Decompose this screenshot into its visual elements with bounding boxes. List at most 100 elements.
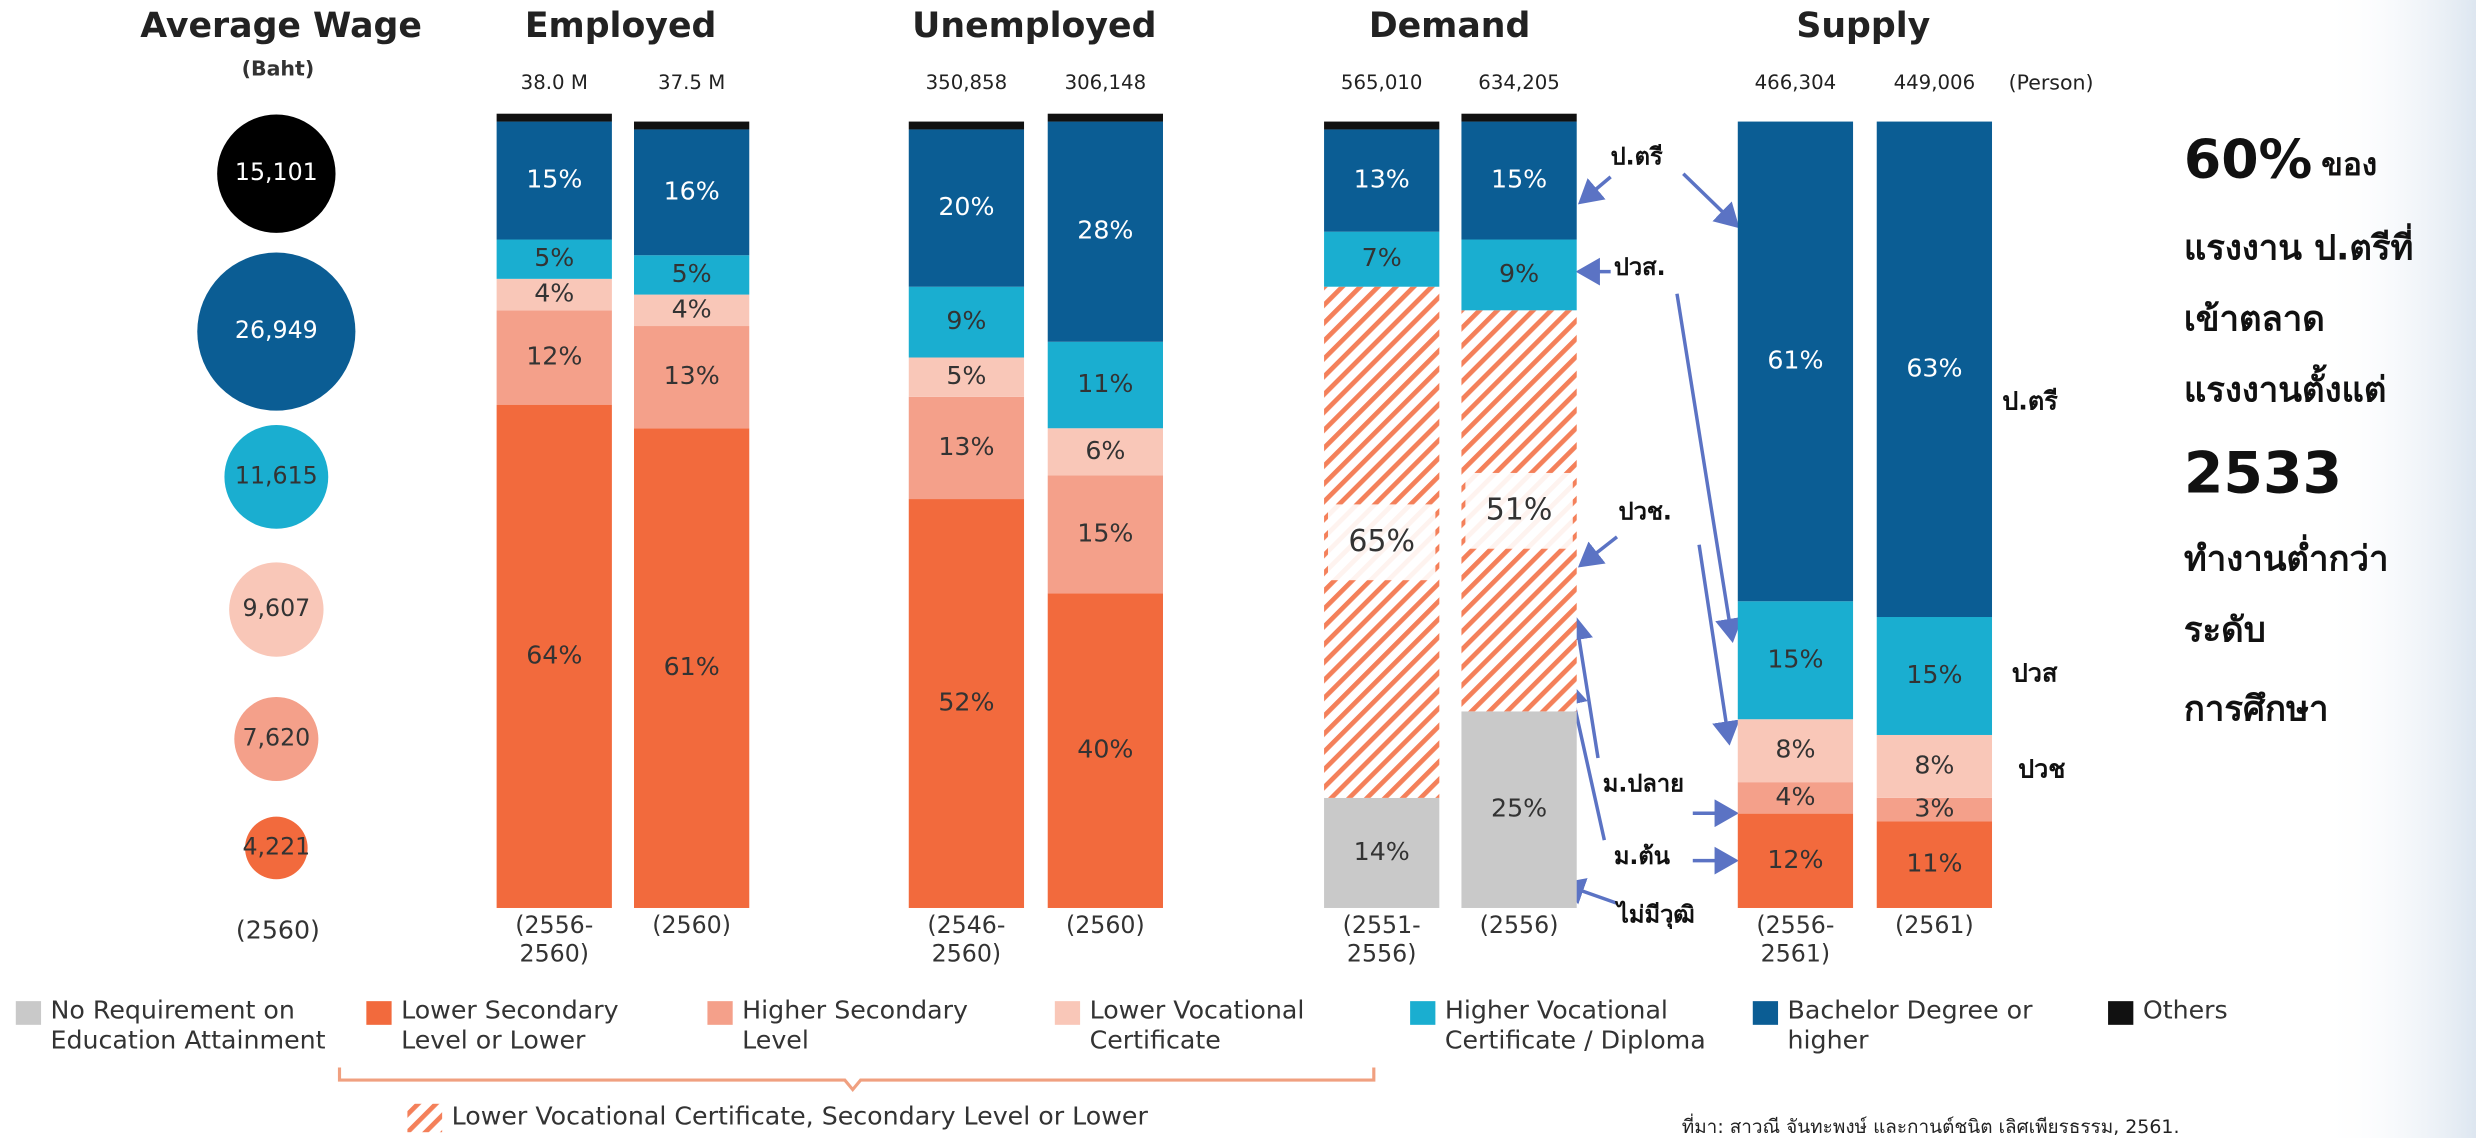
wage-year: (2560) bbox=[236, 916, 320, 945]
wage-label: 4,221 bbox=[242, 832, 310, 860]
data-label: 7% bbox=[1362, 243, 1402, 272]
bar-total: 38.0 M bbox=[521, 71, 588, 94]
data-label: 13% bbox=[664, 361, 720, 390]
data-label: 11% bbox=[1906, 849, 1962, 878]
bar-segment bbox=[908, 357, 1025, 397]
data-label: 15% bbox=[526, 165, 582, 194]
bar-total: 306,148 bbox=[1065, 71, 1147, 94]
wage-label: 11,615 bbox=[235, 461, 318, 489]
data-label: 5% bbox=[534, 243, 574, 272]
data-label: 15% bbox=[1077, 518, 1133, 547]
bar-segment bbox=[1324, 231, 1440, 287]
side-note: ทำงานต่ำกว่า bbox=[2184, 534, 2389, 580]
legend-label: Bachelor Degree or higher bbox=[1787, 994, 2033, 1056]
group-title: Unemployed bbox=[912, 6, 1156, 46]
side-note: ระดับ bbox=[2184, 611, 2266, 651]
arrow-label: ป.ตรี bbox=[1611, 142, 1663, 170]
data-label: 40% bbox=[1077, 735, 1133, 764]
wage-circle bbox=[245, 816, 308, 880]
category-label-box: (2556-2561) bbox=[1756, 911, 1835, 968]
bar-segment bbox=[634, 255, 750, 295]
wage-label: 9,607 bbox=[242, 594, 310, 622]
legend-label: Lower Vocational Certificate bbox=[1089, 994, 1305, 1056]
data-label: 11% bbox=[1077, 369, 1133, 398]
legend-swatch bbox=[1410, 1001, 1436, 1025]
bar-segment bbox=[1324, 121, 1440, 130]
data-label: 51% bbox=[1486, 492, 1553, 527]
data-label: 13% bbox=[1354, 165, 1410, 194]
supply-label: ป.ตรี bbox=[2002, 387, 2058, 416]
category-label-box: (2561) bbox=[1895, 911, 1974, 939]
bar-segment bbox=[634, 428, 750, 908]
arrow-label: ไม่มีวุฒิ bbox=[1614, 899, 1695, 929]
legend-brace bbox=[337, 1067, 1376, 1093]
legend-label-box: Higher Vocational Certificate / Diploma bbox=[1445, 995, 1706, 1055]
label-background bbox=[1328, 504, 1436, 581]
bar-segment bbox=[1876, 734, 1993, 798]
data-label: 3% bbox=[1914, 794, 1954, 823]
wage-circle bbox=[197, 252, 356, 411]
group-title: Supply bbox=[1796, 6, 1930, 46]
bar-total: 565,010 bbox=[1341, 71, 1423, 94]
category-label-box: (2556) bbox=[1479, 911, 1559, 940]
bar-segment bbox=[1876, 617, 1993, 735]
legend-swatch bbox=[15, 1001, 42, 1025]
bar-segment bbox=[1047, 121, 1163, 342]
legend-label: Higher Secondary Level bbox=[742, 994, 969, 1056]
legend-label: Others bbox=[2142, 994, 2228, 1025]
category-label: (2546-2560) bbox=[927, 911, 1006, 968]
data-label: 8% bbox=[1914, 750, 1954, 779]
bar-segment bbox=[496, 121, 612, 240]
legend-label-box: No Requirement on Education Attainment bbox=[50, 994, 326, 1056]
legend-swatch bbox=[366, 1001, 392, 1025]
bar-segment bbox=[1876, 821, 1993, 908]
legend-swatch bbox=[407, 1103, 443, 1133]
category-label-box: (2546-2560) bbox=[927, 911, 1006, 968]
bar-segment bbox=[1461, 113, 1577, 122]
bar-segment bbox=[908, 121, 1025, 130]
legend-label: No Requirement on Education Attainment bbox=[50, 994, 326, 1056]
group-title: Employed bbox=[525, 6, 717, 46]
data-label: 4% bbox=[672, 294, 712, 323]
bar-total: 634,205 bbox=[1478, 71, 1560, 94]
legend-swatch bbox=[707, 1001, 733, 1025]
legend-label-box: Others bbox=[2142, 994, 2228, 1025]
supply-label: ปวช bbox=[2018, 755, 2065, 784]
category-label: (2556) bbox=[1479, 911, 1559, 940]
category-label-box: (2560) bbox=[1066, 911, 1145, 939]
data-label: 12% bbox=[1767, 845, 1823, 874]
bar-segment bbox=[634, 326, 750, 429]
legend-label-box: Lower Vocational Certificate, Secondary … bbox=[452, 1101, 1148, 1131]
wage-title: Average Wage bbox=[140, 6, 422, 46]
data-label: 15% bbox=[1767, 644, 1823, 673]
bar-segment bbox=[1324, 797, 1440, 908]
data-label: 14% bbox=[1354, 837, 1410, 866]
data-label: 20% bbox=[938, 192, 994, 221]
category-label-box: (2551-2556) bbox=[1342, 911, 1421, 968]
bar-total: 350,858 bbox=[926, 71, 1008, 94]
data-label: 25% bbox=[1491, 794, 1547, 823]
data-label: 15% bbox=[1491, 165, 1547, 194]
data-label: 12% bbox=[526, 341, 582, 370]
wage-label: 26,949 bbox=[235, 316, 318, 344]
data-label: 13% bbox=[938, 432, 994, 461]
legend-swatch bbox=[1054, 1001, 1081, 1025]
bar-segment bbox=[634, 129, 750, 256]
data-label: 9% bbox=[1499, 259, 1539, 288]
data-label: 5% bbox=[672, 259, 712, 288]
category-label: (2551-2556) bbox=[1342, 911, 1421, 968]
wage-label: 15,101 bbox=[235, 158, 318, 186]
category-label: (2560) bbox=[652, 911, 732, 940]
bar-total: 37.5 M bbox=[658, 71, 725, 94]
data-label: 16% bbox=[664, 176, 720, 205]
side-note: แรงงานตั้งแต่ bbox=[2184, 364, 2387, 411]
bar-segment bbox=[1047, 428, 1163, 476]
category-label: (2556-2561) bbox=[1756, 911, 1835, 968]
bar-segment bbox=[634, 294, 750, 327]
legend-label: Lower Secondary Level or Lower bbox=[401, 994, 619, 1056]
bar-segment bbox=[1461, 711, 1577, 908]
side-note: การศึกษา bbox=[2184, 690, 2329, 730]
data-label: 9% bbox=[946, 306, 986, 335]
arrow-label: ปวช. bbox=[1619, 498, 1672, 526]
data-label: 65% bbox=[1348, 524, 1415, 559]
